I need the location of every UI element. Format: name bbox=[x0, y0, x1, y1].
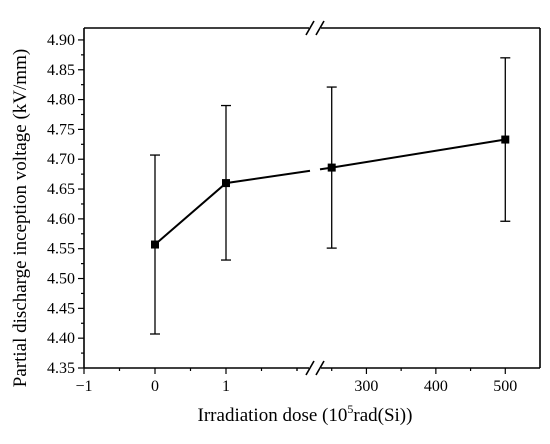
x-tick-label-0-0: −1 bbox=[75, 378, 92, 395]
y-tick-label-2: 4.45 bbox=[47, 300, 75, 317]
plot-area bbox=[150, 57, 511, 335]
y-tick-label-0: 4.35 bbox=[47, 360, 75, 377]
data-point-2 bbox=[326, 86, 337, 249]
y-tick-label-3: 4.50 bbox=[47, 271, 75, 288]
marker-2 bbox=[327, 163, 336, 172]
series-line-0 bbox=[154, 138, 506, 246]
data-point-3 bbox=[500, 57, 511, 222]
y-tick-label-11: 4.90 bbox=[47, 32, 75, 49]
marker-0 bbox=[151, 240, 159, 249]
y-tick-label-1: 4.40 bbox=[47, 330, 75, 347]
axis-break-top-gap bbox=[309, 24, 321, 32]
y-tick-label-5: 4.60 bbox=[47, 211, 75, 228]
y-tick-label-10: 4.85 bbox=[47, 62, 75, 79]
x-axis-title-suffix: rad(Si)) bbox=[353, 405, 412, 426]
y-tick-label-8: 4.75 bbox=[47, 121, 75, 138]
x-tick-label-1-2: 500 bbox=[493, 378, 517, 395]
marker-3 bbox=[501, 135, 510, 144]
x-tick-label-0-2: 1 bbox=[222, 378, 230, 395]
y-axis-title: Partial discharge inception voltage (kV/… bbox=[10, 49, 31, 387]
x-tick-label-0-1: 0 bbox=[151, 378, 159, 395]
axes: 4.35 4.40 4.45 4.50 4.55 4.60 4.65 4.70 4.75 4.80… bbox=[47, 20, 541, 395]
y-tick-label-6: 4.65 bbox=[47, 181, 75, 198]
y-tick-label-4: 4.55 bbox=[47, 241, 75, 258]
axis-break-top-slash-2 bbox=[315, 20, 325, 36]
data-point-1 bbox=[221, 104, 231, 261]
x-axis-title: Irradiation dose (105rad(Si)) bbox=[198, 402, 413, 426]
marker-1 bbox=[222, 179, 230, 188]
y-tick-label-9: 4.80 bbox=[47, 92, 75, 109]
axis-break-bottom-gap bbox=[309, 364, 321, 372]
axis-break-bottom-slash-2 bbox=[315, 360, 325, 376]
x-axis-title-superscript: 5 bbox=[347, 402, 353, 416]
x-tick-label-1-1: 400 bbox=[424, 378, 448, 395]
axis-break-top-slash-1 bbox=[305, 20, 315, 36]
x-tick-label-1-0: 300 bbox=[354, 378, 378, 395]
data-point-0 bbox=[150, 154, 160, 335]
x-axis-title-prefix: Irradiation dose (10 bbox=[198, 405, 348, 426]
series-break-gap bbox=[309, 167, 321, 173]
axis-break-bottom-slash-1 bbox=[305, 360, 315, 376]
y-tick-label-7: 4.70 bbox=[47, 151, 75, 168]
